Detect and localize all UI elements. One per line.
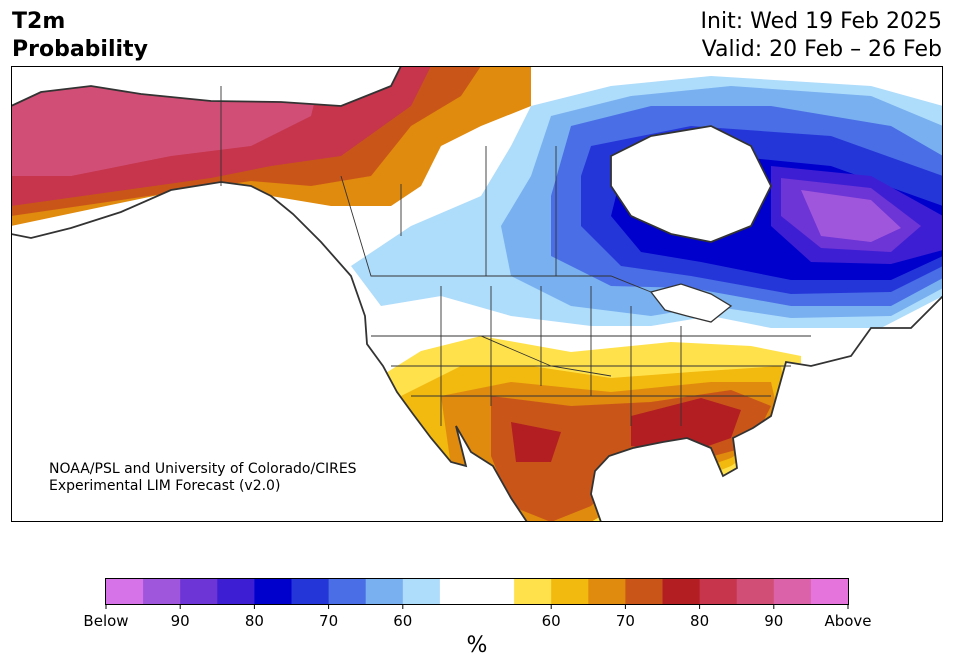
colorbar-swatch <box>551 579 589 604</box>
colorbar-swatch <box>106 579 144 604</box>
colorbar-swatch <box>625 579 663 604</box>
colorbar-swatch <box>514 579 552 604</box>
map-frame <box>11 66 943 522</box>
great-lakes <box>649 283 733 323</box>
colorbar-tick-label: 60 <box>393 612 412 630</box>
colorbar-swatch <box>736 579 775 604</box>
colorbar: Below 90 80 70 60 60 70 80 90 Above <box>83 578 872 630</box>
colorbar-frame <box>105 578 849 605</box>
colorbar-swatch <box>402 579 441 604</box>
credit-line-2: Experimental LIM Forecast (v2.0) <box>49 478 281 494</box>
colorbar-swatch <box>662 579 701 604</box>
colorbar-tick-label: Above <box>824 612 871 630</box>
credit-text: NOAA/PSL and University of Colorado/CIRE… <box>49 461 357 495</box>
credit-line-1: NOAA/PSL and University of Colorado/CIRE… <box>49 461 357 477</box>
coastline <box>11 66 943 522</box>
hudson-bay <box>610 125 773 243</box>
valid-range: Valid: 20 Feb – 26 Feb <box>701 37 942 62</box>
colorbar-swatch <box>328 579 367 604</box>
init-date: Init: Wed 19 Feb 2025 <box>700 9 942 34</box>
colorbar-tick-label: 70 <box>319 612 338 630</box>
colorbar-tick-label: 70 <box>616 612 635 630</box>
product-label: Probability <box>12 37 148 62</box>
shade-below-90 <box>801 190 901 242</box>
probability-map <box>11 66 943 522</box>
colorbar-swatch <box>254 579 292 604</box>
colorbar-swatch <box>699 579 738 604</box>
colorbar-swatch <box>588 579 626 604</box>
shade-above-80b <box>511 422 561 462</box>
colorbar-swatch <box>810 579 849 604</box>
colorbar-tick-label: 80 <box>690 612 709 630</box>
shade-above-80c <box>631 398 741 452</box>
colorbar-tick-label: Below <box>83 612 128 630</box>
borders <box>220 86 811 426</box>
colorbar-swatch <box>439 579 478 604</box>
colorbar-swatch <box>291 579 330 604</box>
colorbar-swatch <box>217 579 255 604</box>
colorbar-tick-label: 90 <box>764 612 783 630</box>
colorbar-swatch <box>477 579 515 604</box>
variable-label: T2m <box>12 9 66 34</box>
colorbar-tick-label: 80 <box>245 612 264 630</box>
map-title: T2m Probability <box>12 8 148 64</box>
date-info: Init: Wed 19 Feb 2025 Valid: 20 Feb – 26… <box>701 8 942 64</box>
colorbar-swatch <box>773 579 812 604</box>
colorbar-labels: Below 90 80 70 60 60 70 80 90 Above <box>83 604 872 630</box>
colorbar-tick-label: 60 <box>542 612 561 630</box>
colorbar-swatch <box>365 579 404 604</box>
colorbar-swatch <box>143 579 181 604</box>
colorbar-swatches <box>106 579 849 604</box>
colorbar-unit: % <box>466 633 488 658</box>
colorbar-tick-label: 90 <box>171 612 190 630</box>
colorbar-swatch <box>180 579 218 604</box>
